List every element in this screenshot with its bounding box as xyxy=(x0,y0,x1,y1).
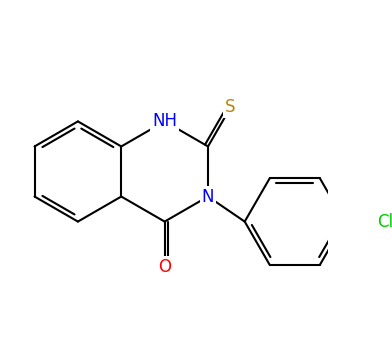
Text: O: O xyxy=(158,258,171,276)
Text: NH: NH xyxy=(152,112,177,130)
Text: S: S xyxy=(225,98,236,116)
Text: Cl: Cl xyxy=(377,213,392,231)
Text: N: N xyxy=(202,187,214,205)
